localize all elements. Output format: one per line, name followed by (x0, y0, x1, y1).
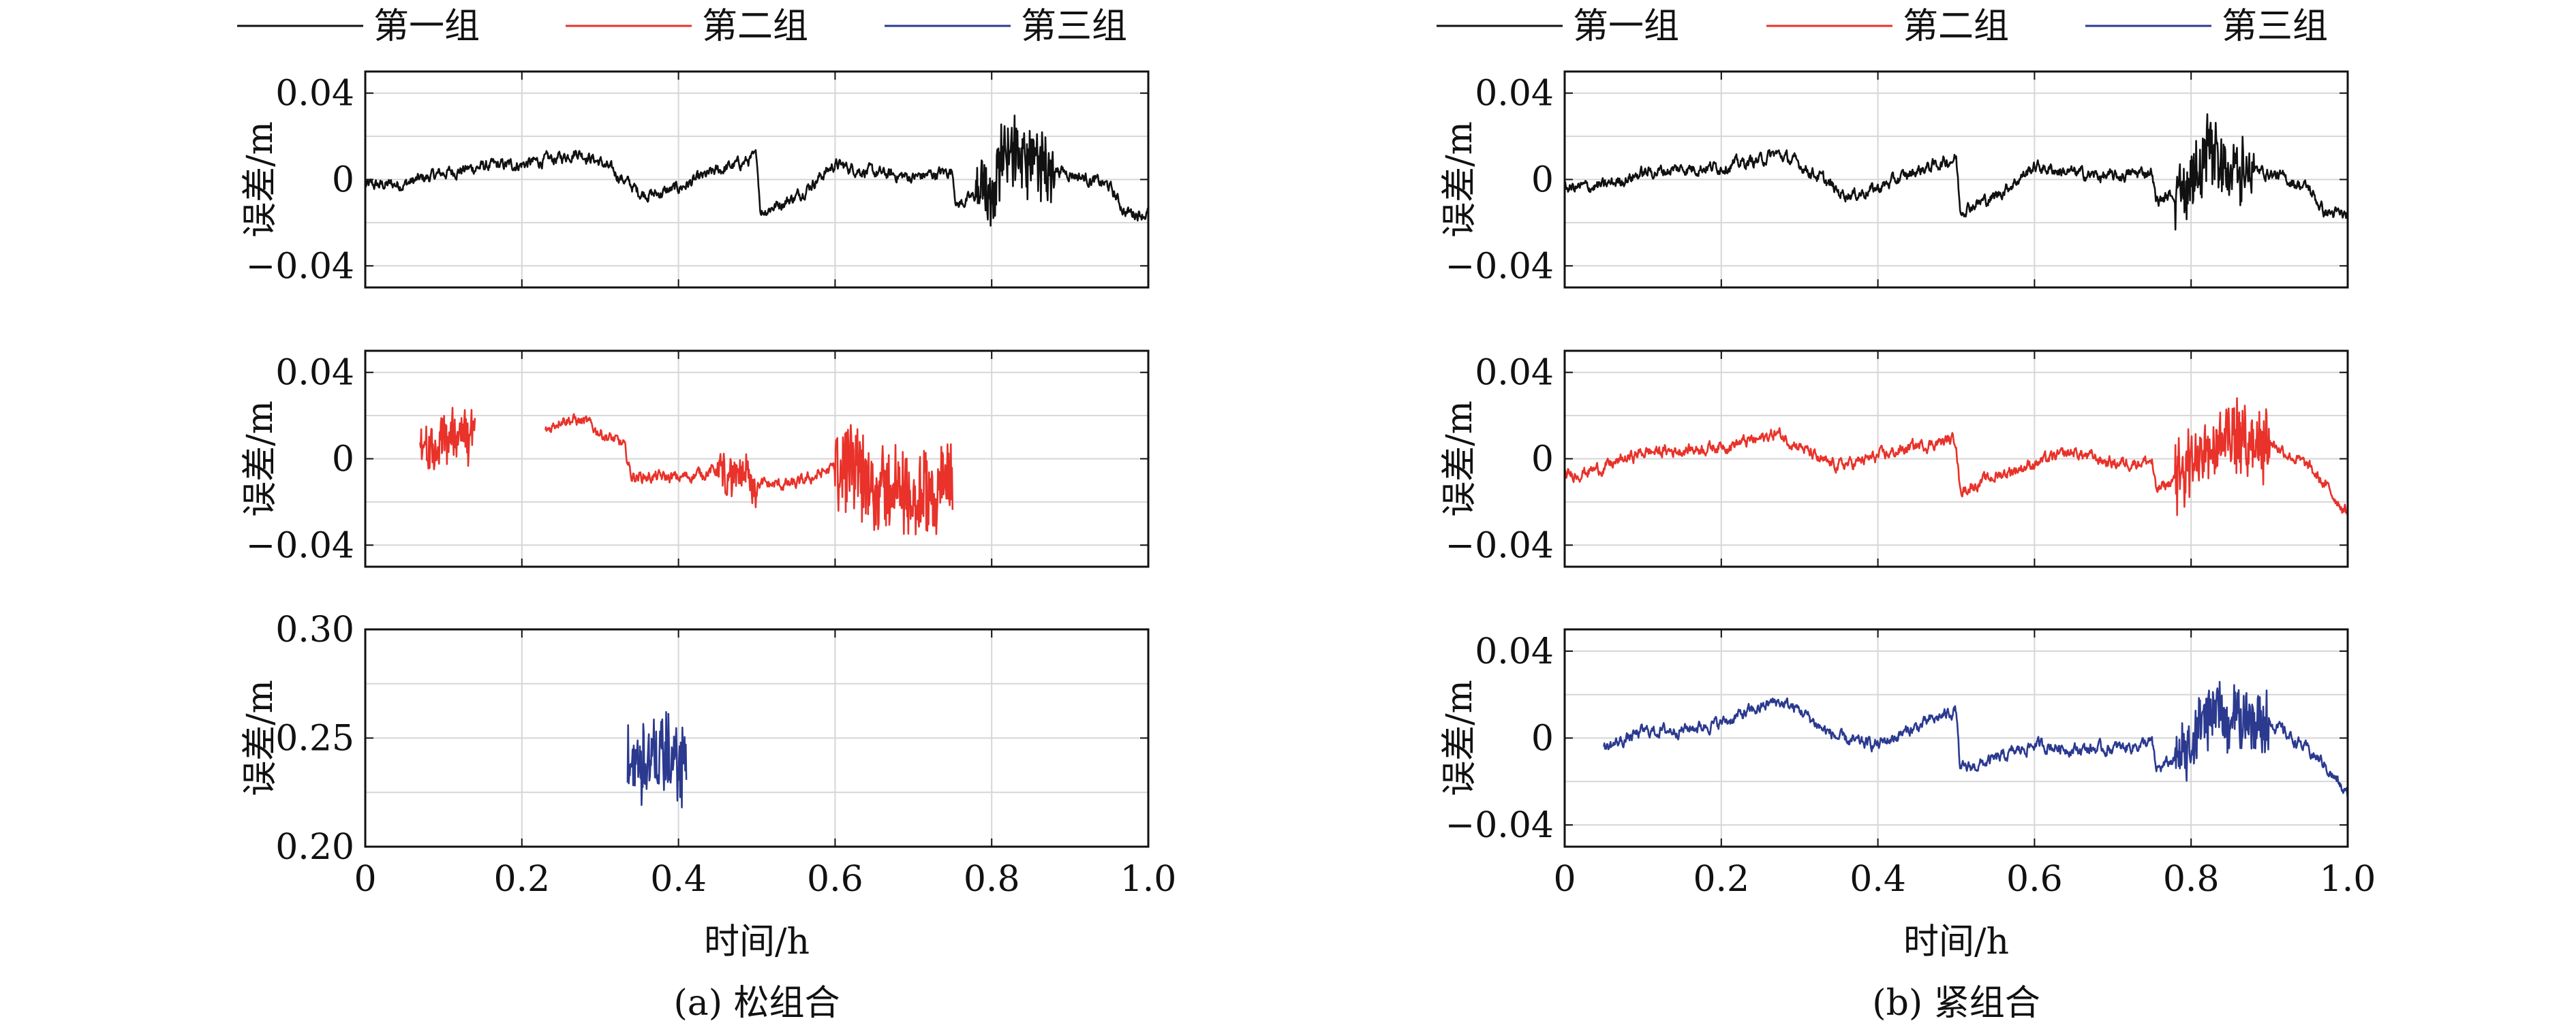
y-axis-label: 误差/m (240, 401, 281, 517)
y-tick-label: 0.04 (1475, 631, 1554, 672)
y-tick-label: 0 (1531, 439, 1554, 480)
x-tick-label: 1.0 (2320, 859, 2376, 900)
plot-frame (364, 70, 1150, 289)
y-tick-label: 0 (332, 439, 354, 480)
x-tick-label: 0.8 (2163, 859, 2220, 900)
plot-frame (1563, 349, 2349, 568)
y-axis-label: 误差/m (240, 121, 281, 238)
y-tick-label: 0.30 (275, 610, 354, 651)
y-tick-label: −0.04 (1445, 805, 1554, 846)
series-line-1-1-1 (364, 114, 1150, 227)
legend-item-3: 第三组 (2085, 6, 2328, 47)
panel-caption: (b) 紧组合 (1872, 983, 2040, 1024)
plot-frame (1563, 628, 2349, 848)
y-tick-label: 0 (332, 160, 354, 201)
y-tick-label: 0 (1531, 160, 1554, 201)
x-axis-label: 时间/h (1903, 922, 2009, 962)
y-tick-label: 0.25 (275, 719, 354, 759)
y-tick-label: 0.04 (275, 353, 354, 394)
plot-frame (364, 628, 1150, 848)
x-tick-label: 0.6 (2006, 859, 2063, 900)
x-tick-label: 0.4 (650, 859, 707, 900)
subplot-1-1: 0.04 0 −0.04 误差/m (240, 70, 1150, 289)
subplot-2-2: 0.04 0 −0.04 误差/m (1439, 349, 2349, 568)
legend-label: 第三组 (2222, 6, 2328, 47)
subplot-2-1: 0.04 0 −0.04 误差/m (1439, 70, 2349, 289)
subplot-2-3: 0.04 0 −0.04 误差/m 0 0.2 0.4 0.6 0.8 1.0 (1439, 628, 2376, 900)
x-tick-label: 0.2 (493, 859, 550, 900)
x-tick-label: 0.4 (1850, 859, 1906, 900)
series-line-1-2-2 (545, 413, 954, 535)
x-tick-label: 0 (354, 859, 376, 900)
x-axis-label: 时间/h (704, 922, 810, 962)
plot-frame (364, 349, 1150, 568)
y-tick-label: 0.04 (1475, 74, 1554, 114)
y-tick-label: −0.04 (246, 525, 354, 566)
y-axis-label: 误差/m (1439, 401, 1480, 517)
y-tick-label: −0.04 (246, 246, 354, 287)
y-axis-label: 误差/m (1439, 121, 1480, 238)
x-tick-label: 0.8 (964, 859, 1020, 900)
y-tick-label: 0 (1531, 719, 1554, 759)
y-tick-label: 0.20 (275, 827, 354, 868)
legend-label: 第三组 (1021, 6, 1127, 47)
y-tick-label: 0.04 (275, 74, 354, 114)
subplot-1-2: 0.04 0 −0.04 误差/m (240, 349, 1150, 568)
panel-caption: (a) 松组合 (673, 983, 840, 1024)
y-tick-label: 0.04 (1475, 353, 1554, 394)
y-tick-label: −0.04 (1445, 246, 1554, 287)
legend-label: 第一组 (373, 6, 480, 47)
x-tick-label: 0.6 (807, 859, 863, 900)
series-line-2-3-1 (1603, 680, 2349, 800)
y-axis-label: 误差/m (1439, 680, 1480, 796)
x-tick-label: 0 (1553, 859, 1576, 900)
series-line-2-2-1 (1563, 397, 2349, 518)
x-tick-label: 0.2 (1693, 859, 1749, 900)
legend-label: 第二组 (1903, 6, 2009, 47)
legend-item-1: 第一组 (1437, 6, 1679, 47)
legend-label: 第一组 (1573, 6, 1679, 47)
legend-item-3: 第三组 (885, 6, 1127, 47)
legend-item-2: 第二组 (566, 6, 808, 47)
series-line-1-2-1 (419, 407, 476, 471)
y-tick-label: −0.04 (1445, 525, 1554, 566)
legend-item-1: 第一组 (237, 6, 480, 47)
series-line-1-3-1 (626, 711, 688, 809)
plot-frame (1563, 70, 2349, 289)
legend-item-2: 第二组 (1766, 6, 2009, 47)
series-line-2-1-1 (1563, 113, 2349, 231)
subplot-1-3: 0.30 0.25 0.20 误差/m 0 0.2 0.4 0.6 0.8 1.0 (240, 610, 1176, 900)
x-tick-label: 1.0 (1120, 859, 1177, 900)
y-axis-label: 误差/m (240, 680, 281, 796)
legend-label: 第二组 (702, 6, 808, 47)
